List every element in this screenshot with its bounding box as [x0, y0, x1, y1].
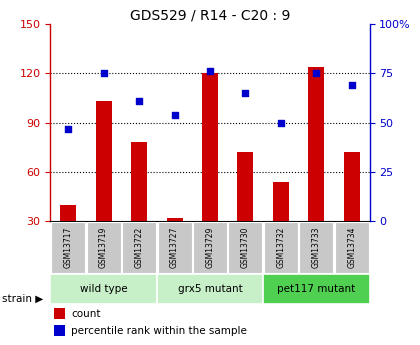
Text: strain ▶: strain ▶: [2, 294, 43, 303]
Bar: [202, 73, 218, 221]
FancyBboxPatch shape: [122, 221, 156, 273]
Text: GSM13733: GSM13733: [312, 227, 321, 268]
FancyBboxPatch shape: [50, 274, 157, 304]
Bar: [167, 218, 183, 221]
Text: grx5 mutant: grx5 mutant: [178, 284, 242, 294]
Bar: [237, 152, 253, 221]
Text: percentile rank within the sample: percentile rank within the sample: [71, 326, 247, 336]
FancyBboxPatch shape: [335, 221, 369, 273]
Bar: [96, 101, 112, 221]
Text: GSM13734: GSM13734: [347, 227, 356, 268]
Bar: [273, 182, 289, 221]
Bar: [344, 152, 360, 221]
Point: [242, 90, 249, 96]
FancyBboxPatch shape: [299, 221, 333, 273]
Bar: [131, 142, 147, 221]
Point: [207, 69, 213, 74]
Text: GSM13719: GSM13719: [99, 227, 108, 268]
Text: pet117 mutant: pet117 mutant: [277, 284, 355, 294]
Point: [349, 82, 355, 88]
Text: GSM13722: GSM13722: [134, 227, 144, 268]
Point: [313, 71, 320, 76]
Text: GSM13727: GSM13727: [170, 227, 179, 268]
Point: [171, 112, 178, 118]
FancyBboxPatch shape: [263, 274, 370, 304]
Bar: [308, 67, 324, 221]
FancyBboxPatch shape: [193, 221, 227, 273]
Bar: [60, 205, 76, 221]
FancyBboxPatch shape: [157, 274, 263, 304]
FancyBboxPatch shape: [264, 221, 298, 273]
Text: GSM13732: GSM13732: [276, 227, 286, 268]
Point: [65, 126, 71, 131]
FancyBboxPatch shape: [51, 221, 85, 273]
FancyBboxPatch shape: [228, 221, 262, 273]
Point: [136, 98, 142, 104]
Text: GSM13717: GSM13717: [64, 227, 73, 268]
FancyBboxPatch shape: [87, 221, 121, 273]
Title: GDS529 / R14 - C20 : 9: GDS529 / R14 - C20 : 9: [130, 9, 290, 23]
Point: [278, 120, 284, 125]
Text: GSM13730: GSM13730: [241, 227, 250, 268]
Text: GSM13729: GSM13729: [205, 227, 215, 268]
Bar: [54, 308, 65, 319]
Text: wild type: wild type: [80, 284, 127, 294]
Text: count: count: [71, 309, 101, 319]
Bar: [54, 325, 65, 336]
FancyBboxPatch shape: [158, 221, 192, 273]
Point: [100, 71, 107, 76]
